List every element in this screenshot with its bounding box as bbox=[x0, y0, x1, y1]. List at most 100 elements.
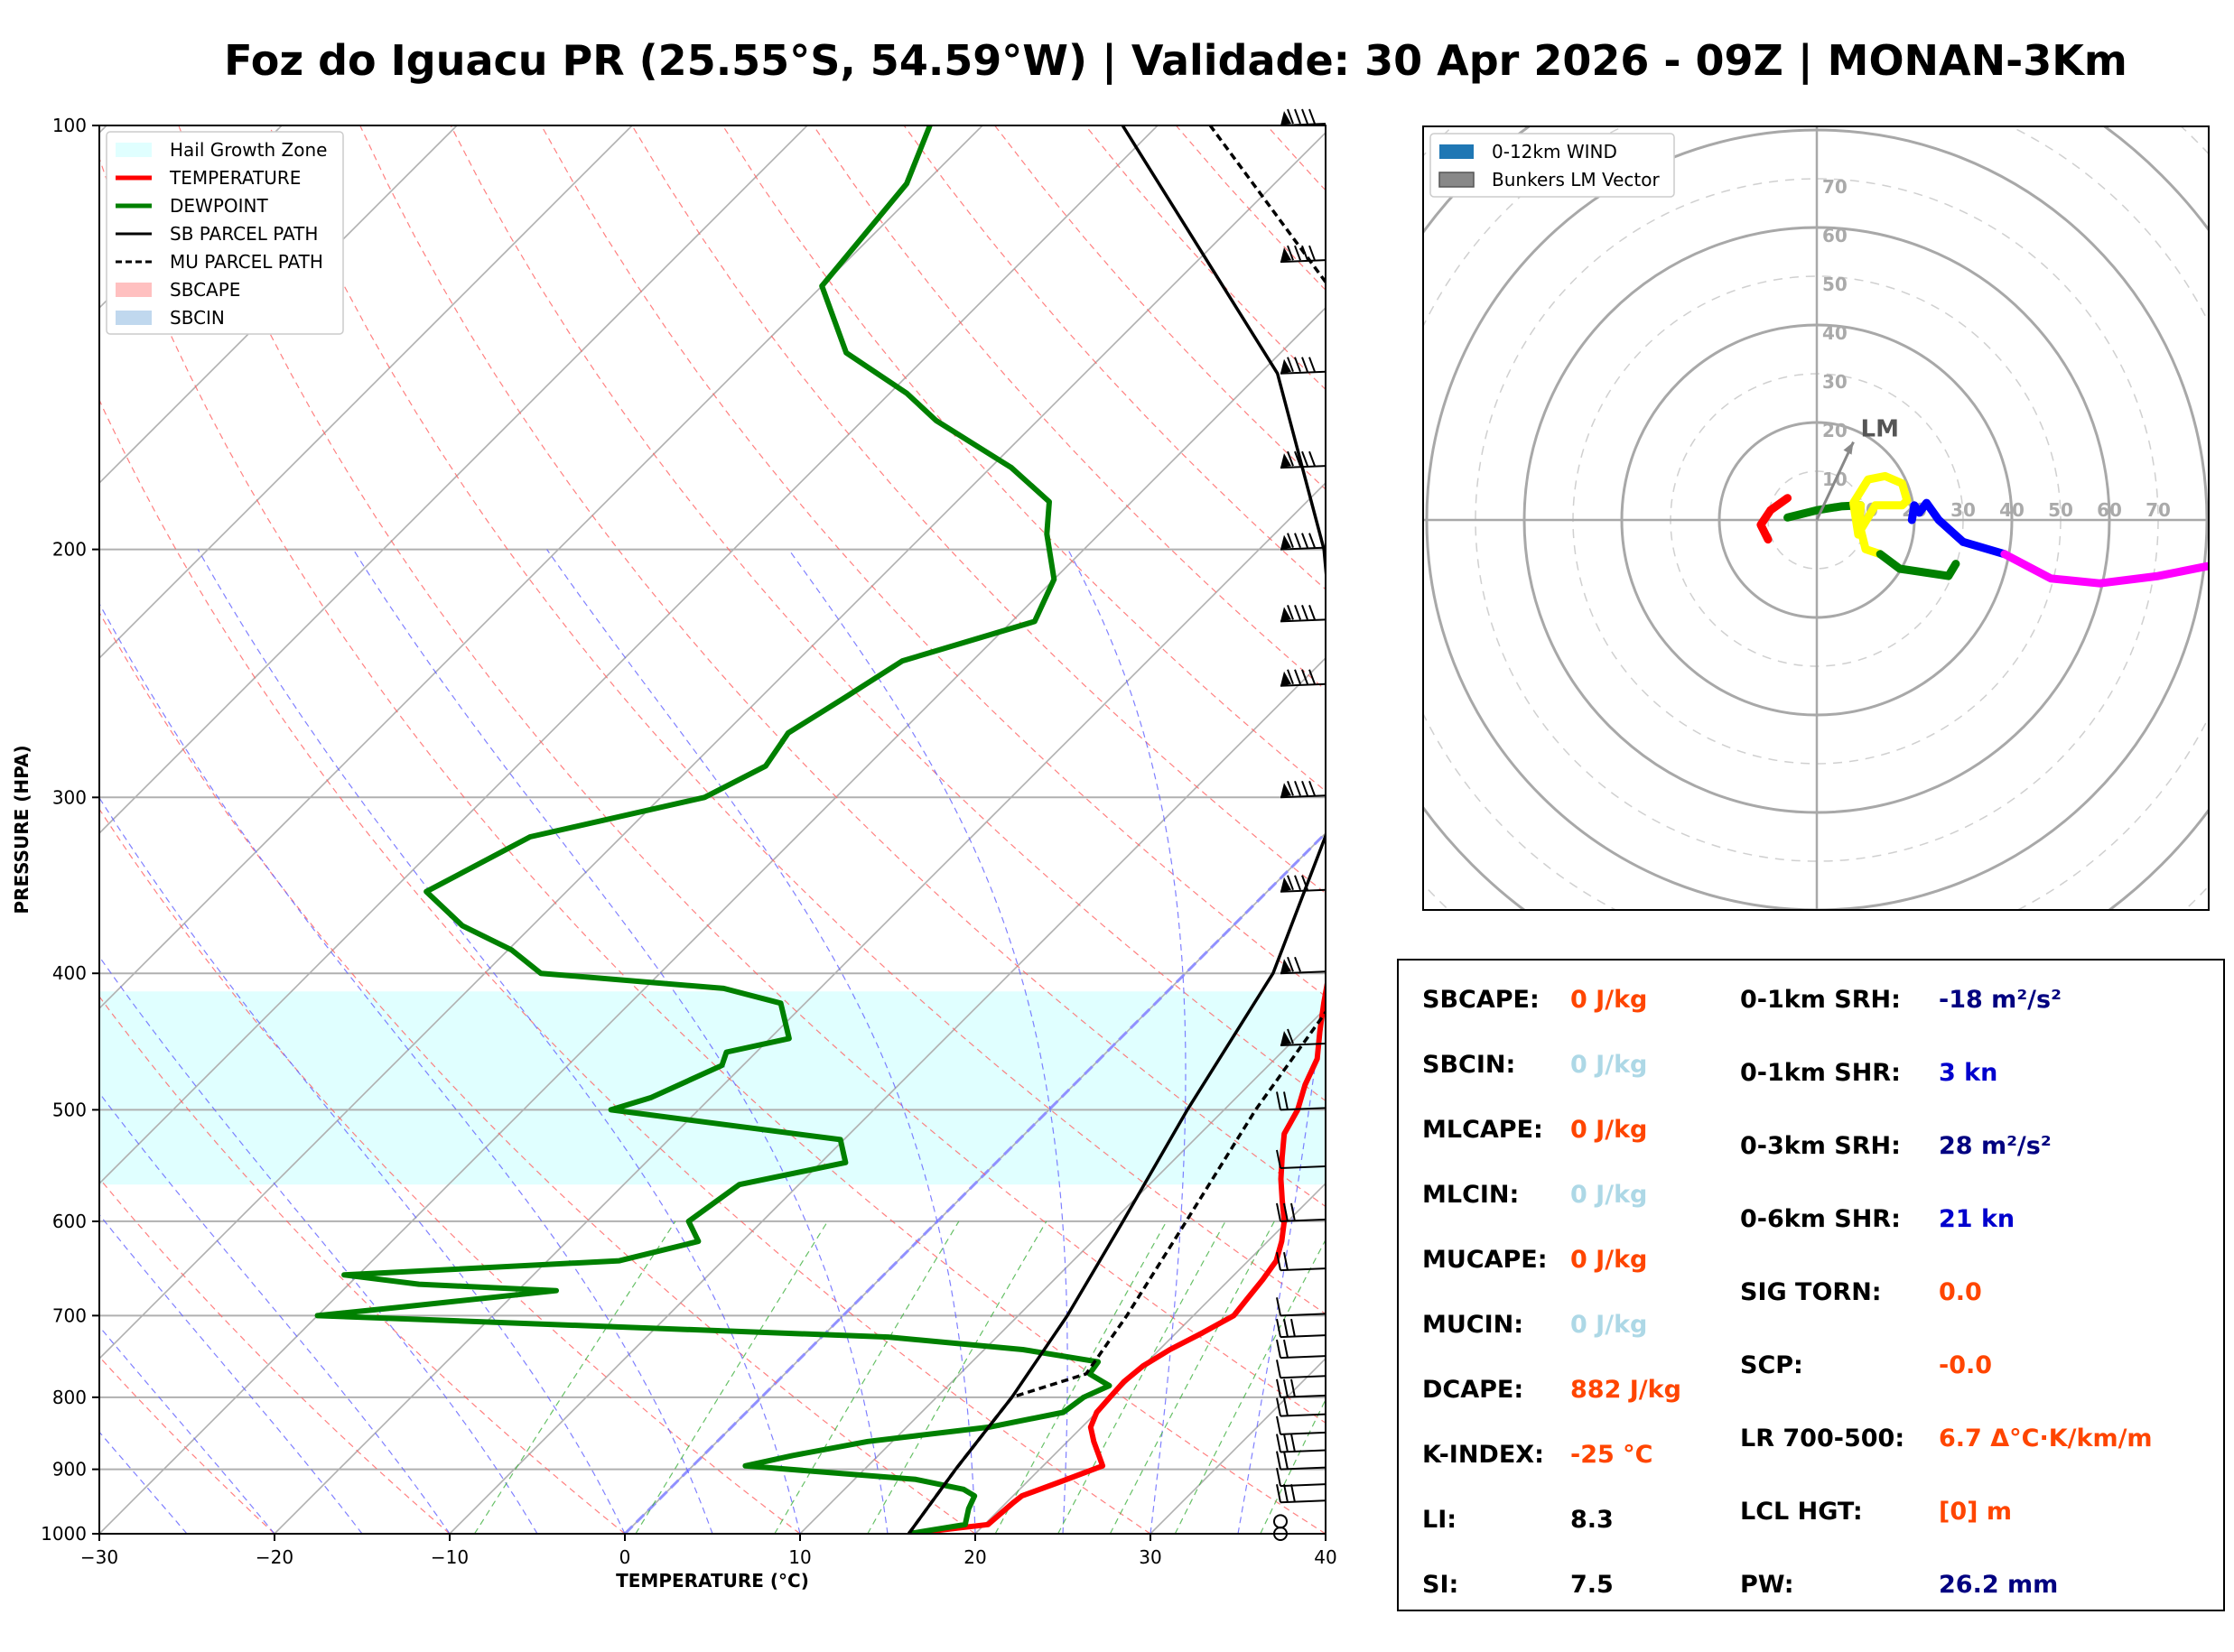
isotherm bbox=[99, 125, 808, 835]
legend-swatch bbox=[116, 283, 152, 297]
moist-adiabat bbox=[99, 1091, 451, 1534]
stat-value: -0.0 bbox=[1939, 1351, 1993, 1379]
legend-swatch bbox=[1438, 172, 1475, 188]
stat-label: DCAPE: bbox=[1422, 1376, 1524, 1404]
stat-value: 3 kn bbox=[1939, 1059, 1998, 1087]
wind-barb-staff bbox=[1280, 682, 1326, 687]
stat-value: 0 J/kg bbox=[1570, 1116, 1648, 1144]
stat-label: SCP: bbox=[1740, 1351, 1803, 1379]
wind-barb bbox=[1276, 1434, 1326, 1453]
stat-label: 0-3km SRH: bbox=[1740, 1132, 1901, 1160]
y-tick-label: 200 bbox=[52, 539, 87, 561]
hodograph-ring bbox=[1423, 126, 2209, 910]
wind-barb-flag bbox=[1294, 533, 1301, 548]
dry-adiabat bbox=[540, 125, 1326, 998]
hodograph-ring-label: 50 bbox=[1822, 274, 1848, 295]
hodograph-segment bbox=[1783, 501, 1866, 522]
wind-barb-flag bbox=[1276, 1484, 1281, 1503]
x-tick-label: −10 bbox=[431, 1546, 469, 1568]
stat-label: 0-6km SHR: bbox=[1740, 1205, 1901, 1233]
series-temperature bbox=[908, 977, 1326, 1534]
wind-barb-calm bbox=[1273, 1514, 1288, 1529]
wind-barb-flag bbox=[1280, 111, 1291, 125]
dry-adiabat bbox=[994, 125, 1326, 490]
wind-barb-flag bbox=[1276, 1434, 1281, 1452]
stat-label: MUCIN: bbox=[1422, 1311, 1524, 1339]
series-mu-parcel-path bbox=[907, 125, 1326, 1534]
wind-barb-flag bbox=[1276, 1091, 1281, 1110]
wind-barb-flag bbox=[1308, 357, 1316, 373]
dry-adiabat bbox=[903, 125, 1326, 590]
hodograph-ring-label: 40 bbox=[1999, 499, 2025, 521]
isotherm bbox=[99, 306, 1326, 1534]
wind-barb-flag bbox=[1290, 1484, 1296, 1503]
stat-label: 0-1km SHR: bbox=[1740, 1059, 1901, 1087]
hodograph-ring-label: 10 bbox=[1822, 469, 1848, 490]
series-sb-parcel-path bbox=[907, 125, 1326, 1534]
y-tick-label: 100 bbox=[52, 115, 87, 136]
wind-barb-flag bbox=[1276, 1467, 1281, 1487]
wind-barb-flag bbox=[1301, 780, 1308, 796]
isotherm bbox=[1325, 1532, 1326, 1534]
wind-barb-flag bbox=[1283, 1484, 1289, 1503]
wind-barb-staff bbox=[1280, 1431, 1326, 1435]
stat-value: -18 m²/s² bbox=[1939, 986, 2062, 1014]
wind-barb-staff bbox=[1280, 794, 1326, 799]
moist-adiabat bbox=[99, 1325, 275, 1534]
wind-barb-flag bbox=[1276, 1339, 1281, 1359]
wind-barb-flag bbox=[1276, 1297, 1281, 1316]
stat-value: 21 kn bbox=[1939, 1205, 2015, 1233]
mixing-ratio-line bbox=[1260, 1398, 1326, 1534]
wind-barb bbox=[1276, 1467, 1326, 1488]
hodograph-ring bbox=[1717, 421, 1916, 619]
wind-barb-flag bbox=[1283, 1339, 1289, 1359]
moist-adiabat bbox=[1067, 549, 1187, 1534]
mixing-ratio-line bbox=[473, 1220, 676, 1534]
wind-barb-flag bbox=[1290, 1202, 1296, 1222]
mixing-ratio-line bbox=[635, 1220, 829, 1534]
wind-barb-flag bbox=[1308, 605, 1316, 620]
wind-barb-flag bbox=[1290, 1318, 1296, 1338]
wind-barb-staff bbox=[1280, 1043, 1326, 1047]
stat-label: SI: bbox=[1422, 1571, 1459, 1599]
wind-barb-staff bbox=[1280, 970, 1326, 975]
wind-barb-flag bbox=[1283, 1378, 1289, 1398]
wind-barb-staff bbox=[1280, 1313, 1326, 1317]
wind-barb-flag bbox=[1287, 669, 1294, 685]
bunkers-lm-vector bbox=[1815, 441, 1855, 521]
hodograph-ring bbox=[1425, 128, 2209, 910]
wind-barb-flag bbox=[1276, 1360, 1281, 1378]
dry-adiabat bbox=[359, 125, 1326, 1208]
stat-value: 0 J/kg bbox=[1570, 986, 1648, 1014]
stat-value: [0] m bbox=[1939, 1498, 2012, 1526]
hodograph-legend: 0-12km WIND Bunkers LM Vector bbox=[1429, 133, 1675, 198]
moist-adiabat bbox=[1325, 1531, 1326, 1534]
wind-barb-flag bbox=[1301, 605, 1308, 620]
wind-barb-flag bbox=[1294, 956, 1301, 972]
moist-adiabat bbox=[352, 549, 889, 1534]
hodograph-ring-label: 70 bbox=[2146, 499, 2171, 521]
hodograph-ring bbox=[1423, 126, 2209, 910]
wind-barb-flag bbox=[1301, 669, 1308, 685]
legend-swatch bbox=[116, 311, 152, 325]
wind-barb-flag bbox=[1294, 245, 1301, 261]
wind-barb bbox=[1276, 1397, 1326, 1417]
wind-barb-flag bbox=[1287, 533, 1294, 548]
wind-barb-flag bbox=[1276, 1378, 1281, 1398]
hodograph-ring bbox=[1423, 126, 2209, 910]
wind-barb-flag bbox=[1276, 1318, 1281, 1338]
skewt-legend: Hail Growth Zone TEMPERATURE DEWPOINT SB PA… bbox=[106, 131, 344, 335]
wind-barb-staff bbox=[1280, 123, 1326, 126]
dry-adiabat bbox=[721, 125, 1326, 793]
wind-barb-flag bbox=[1283, 1434, 1289, 1452]
stat-label: PW: bbox=[1740, 1571, 1794, 1599]
isotherm bbox=[99, 125, 983, 1010]
wind-barb-flag bbox=[1301, 450, 1308, 467]
wind-barb bbox=[1276, 1251, 1326, 1272]
wind-barb bbox=[1273, 1514, 1288, 1529]
wind-barb bbox=[1276, 1339, 1326, 1360]
mixing-ratio-line bbox=[1057, 1220, 1226, 1534]
hodograph-frame bbox=[1422, 125, 2210, 911]
stat-value: 8.3 bbox=[1570, 1506, 1614, 1534]
wind-barb-staff bbox=[1280, 370, 1326, 375]
